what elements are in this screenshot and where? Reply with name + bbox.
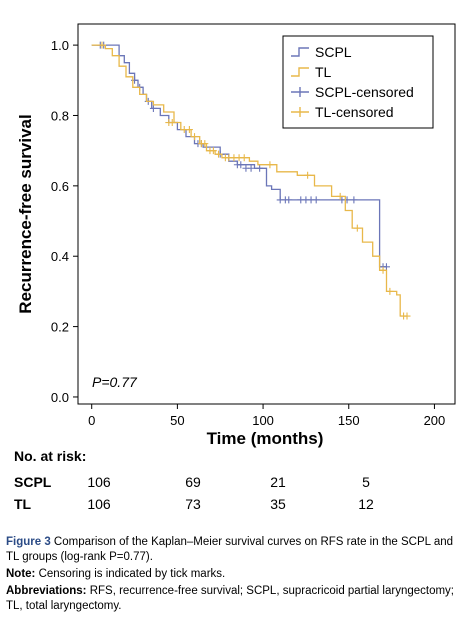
risk-table: No. at risk: SCPL 106 69 21 5 TL 106 73 … [14,448,474,518]
scpl-censor-mark [237,161,245,169]
y-tick-label: 0.2 [51,320,69,335]
scpl-censor-mark [350,196,358,204]
legend: SCPL TL SCPL-censored TL-censored [282,35,434,129]
axes: 0 50 100 150 200 0.0 0.2 0.4 0.6 0.8 1.0 [51,23,456,428]
figure-caption: Figure 3 Comparison of the Kaplan–Meier … [6,535,468,616]
scpl-censor-mark [312,196,320,204]
legend-label: SCPL [315,44,352,60]
risk-row-tl: TL 106 73 35 12 [14,496,474,518]
legend-label: TL [315,64,332,80]
abbreviations-text: RFS, recurrence-free survival; SCPL, sup… [6,585,455,612]
scpl-censor-mark [256,164,264,172]
risk-value: 21 [270,474,286,490]
tl-censor-mark [191,133,199,141]
legend-line-swatch [291,47,309,57]
note-text: Censoring is indicated by tick marks. [35,568,226,580]
y-tick-label: 0.4 [51,249,69,264]
risk-value: 106 [87,474,111,490]
tl-censor-mark [240,154,248,162]
x-tick-label: 50 [170,413,184,428]
tl-censor-mark [168,119,176,127]
scpl-censor-mark [343,196,351,204]
risk-group-label: TL [14,496,32,512]
x-axis-label: Time (months) [207,429,324,448]
legend-line-swatch [291,67,309,77]
risk-table-title: No. at risk: [14,448,87,464]
scpl-censor-mark [247,164,255,172]
x-tick-label: 200 [424,413,446,428]
scpl-censor-mark [382,263,390,271]
legend-label: TL-censored [315,104,394,120]
risk-row-scpl: SCPL 106 69 21 5 [14,474,474,496]
risk-value: 12 [358,496,374,512]
tl-censor-mark [201,140,209,148]
x-tick-label: 150 [338,413,360,428]
tl-censor-mark [215,150,223,158]
tl-censor-mark [98,41,106,49]
p-value-annotation: P=0.77 [92,374,138,390]
risk-value: 35 [270,496,286,512]
legend-label: SCPL-censored [315,84,414,100]
tl-censor-mark [304,171,312,179]
tl-censor-mark [266,161,274,169]
abbreviations-label: Abbreviations: [6,585,87,597]
tl-censor-mark [379,266,387,274]
risk-group-label: SCPL [14,474,52,490]
legend-censor-swatch [291,87,309,97]
note-label: Note: [6,568,36,580]
scpl-censor-mark [131,76,139,84]
y-tick-label: 1.0 [51,38,69,53]
tl-censor-mark [336,192,344,200]
y-tick-label: 0.8 [51,108,69,123]
scpl-censor-mark [285,196,293,204]
risk-value: 106 [87,496,111,512]
tl-censor-mark [353,224,361,232]
x-tick-label: 100 [252,413,274,428]
figure-label: Figure 3 [6,536,51,548]
risk-value: 5 [362,474,370,490]
tl-censor-mark [185,126,193,134]
tl-censor-mark [209,147,217,155]
tl-censor-mark [403,312,411,320]
y-tick-label: 0.6 [51,179,69,194]
risk-value: 73 [185,496,201,512]
figure-text: Comparison of the Kaplan–Meier survival … [6,536,454,563]
y-tick-label: 0.0 [51,390,69,405]
legend-censor-swatch [291,107,309,117]
plot-frame [77,23,456,405]
x-tick-label: 0 [88,413,95,428]
risk-value: 69 [185,474,201,490]
y-axis-label: Recurrence-free survival [16,114,35,313]
survival-curves [91,41,411,320]
scpl-censor-mark [149,104,157,112]
tl-censor-mark [386,287,394,295]
